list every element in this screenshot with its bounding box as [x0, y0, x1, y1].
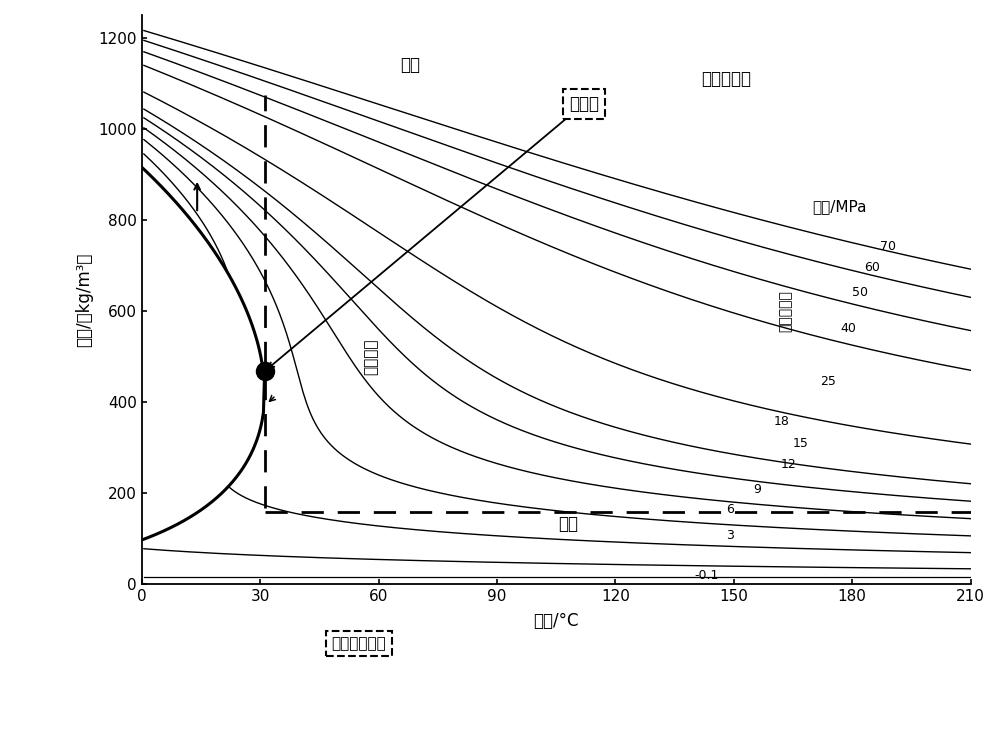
Text: 12: 12: [781, 458, 797, 471]
Text: 18: 18: [773, 414, 789, 428]
Text: 9: 9: [754, 483, 761, 496]
Text: 超临界区域: 超临界区域: [701, 69, 751, 88]
Text: 水汽分界线: 水汽分界线: [778, 290, 792, 332]
Text: 6: 6: [726, 502, 734, 515]
Text: 临界点: 临界点: [569, 95, 599, 113]
Y-axis label: 密度/（kg/m³）: 密度/（kg/m³）: [75, 252, 93, 346]
Text: 液态: 液态: [400, 56, 420, 74]
Text: 超临界分界线: 超临界分界线: [332, 636, 386, 651]
Text: 40: 40: [840, 322, 856, 335]
Text: 3: 3: [726, 529, 734, 542]
Text: 两相区域: 两相区域: [363, 338, 378, 375]
Text: 70: 70: [880, 240, 896, 253]
Text: 50: 50: [852, 287, 868, 299]
Text: 气态: 气态: [558, 515, 578, 533]
Text: 15: 15: [793, 437, 809, 450]
Text: 25: 25: [821, 375, 836, 388]
X-axis label: 温度/°C: 温度/°C: [533, 613, 579, 630]
Text: -0.1: -0.1: [694, 569, 719, 582]
Text: 60: 60: [864, 261, 880, 274]
Text: 压力/MPa: 压力/MPa: [813, 199, 867, 213]
